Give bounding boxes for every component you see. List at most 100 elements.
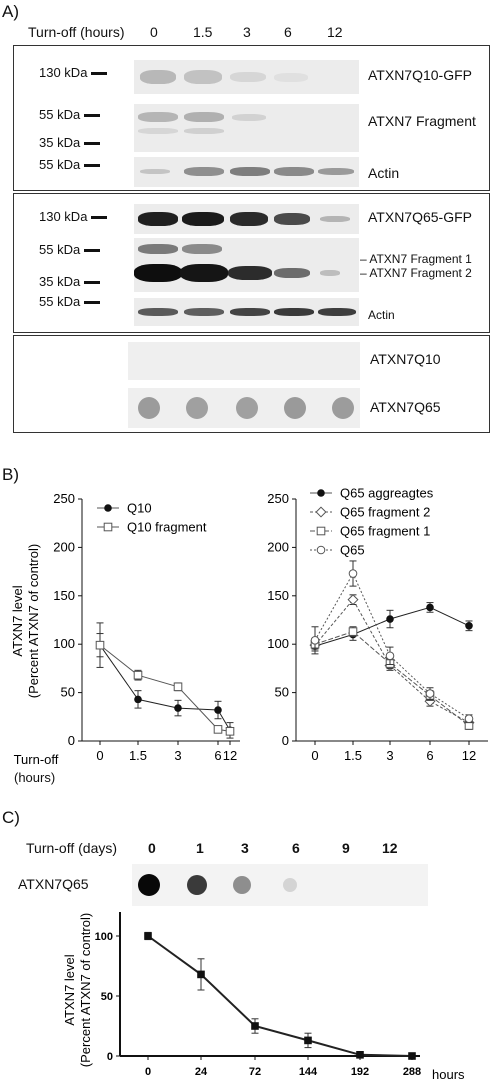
series-line-2 <box>314 631 470 726</box>
legend-label-1: Q65 fragment 2 <box>340 505 430 520</box>
label-atxn7q65: ATXN7Q65 <box>370 399 441 415</box>
point-1-2 <box>173 682 183 692</box>
point-1-0 <box>95 640 105 650</box>
day-1: 1 <box>196 840 204 856</box>
x-tick-label-3: 6 <box>214 748 221 763</box>
point-3-2 <box>385 651 395 661</box>
timepoint-12: 12 <box>327 24 343 40</box>
x-tick-label-4: 12 <box>223 748 237 763</box>
filter-trap-days-strip <box>132 864 428 906</box>
y-tick-label-4: 200 <box>267 539 289 554</box>
y-tick-label-3: 150 <box>267 588 289 603</box>
point-3-1 <box>348 569 358 578</box>
series-line-0 <box>99 644 231 731</box>
legend-marker-3 <box>316 545 326 555</box>
legend-marker-0 <box>317 489 325 497</box>
blot-q10-box: 130 kDa 55 kDa 35 kDa 55 kDa ATXN7Q10-GF… <box>13 45 490 191</box>
timepoint-6: 6 <box>284 24 292 40</box>
timepoint-1-5: 1.5 <box>193 24 213 40</box>
point-3-3 <box>425 689 435 698</box>
y-tick-label-2: 100 <box>95 931 113 943</box>
x-axis-label-c: hours <box>432 1067 465 1082</box>
y-tick-label-5: 250 <box>267 491 289 506</box>
legend-marker-2 <box>316 526 326 536</box>
y-axis-label-c-line-2: (Percent ATXN7 of control) <box>78 913 93 1067</box>
marker-55kda-actin: 55 kDa <box>39 157 101 172</box>
chart-b-left: 0 50 100 150 200 250 0 1.5 3 6 12 Q10 Q10 fragment AT… <box>10 491 240 767</box>
point-1-1 <box>347 594 359 606</box>
point-1-3 <box>213 725 223 734</box>
x-tick-label-2: 72 <box>249 1066 261 1078</box>
x-tick-label-1: 24 <box>195 1066 208 1078</box>
point-2-1 <box>348 627 358 636</box>
turnoff-days-label: Turn-off (days) <box>26 840 118 856</box>
blot-q10-fragment-strip <box>134 104 359 152</box>
point-0-5 <box>408 1052 416 1060</box>
legend-label-2: Q65 fragment 1 <box>340 524 430 539</box>
timepoint-0: 0 <box>150 24 158 40</box>
marker-55kda-2: 55 kDa <box>39 242 101 257</box>
y-axis-label-c: ATXN7 level(Percent ATXN7 of control) <box>62 913 93 1067</box>
blot-q10-actin-strip <box>134 157 359 187</box>
blot-q65-actin-strip <box>134 298 359 326</box>
x-axis-label-hours: (hours) <box>14 770 56 785</box>
turnoff-hours-label: Turn-off (hours) <box>28 24 125 40</box>
marker-130kda-2: 130 kDa <box>39 209 108 224</box>
x-tick-label-5: 288 <box>403 1066 421 1078</box>
filter-trap-q65-strip <box>128 388 360 428</box>
legend-label-0: Q10 <box>127 501 152 516</box>
legend-marker-1 <box>103 522 113 532</box>
x-tick-label-1: 1.5 <box>344 748 362 763</box>
label-atxn7q10-gfp: ATXN7Q10-GFP <box>368 67 472 83</box>
point-0-2 <box>174 704 182 712</box>
point-3-4 <box>464 714 474 724</box>
label-actin-1: Actin <box>368 165 400 181</box>
blot-q65-fragment-strip <box>134 238 359 292</box>
x-tick-label-1: 1.5 <box>129 748 147 763</box>
y-tick-label-1: 50 <box>275 685 289 700</box>
day-3: 3 <box>241 840 249 856</box>
x-tick-label-2: 3 <box>174 748 181 763</box>
series-line-0 <box>314 606 470 647</box>
blot-q65-gfp-strip <box>134 204 359 234</box>
y-tick-label-0: 0 <box>68 733 75 748</box>
x-tick-label-0: 0 <box>96 748 103 763</box>
chart-c: 0 50 100 0 24 72 144 192 288 ATXN7 level(Percent … <box>62 912 465 1082</box>
x-tick-label-0: 0 <box>311 748 318 763</box>
legend-label-3: Q65 <box>340 543 365 558</box>
series-line-3 <box>314 572 470 720</box>
y-axis-label-c-line-1: ATXN7 level <box>62 954 77 1025</box>
point-0-3 <box>214 706 222 714</box>
y-tick-label-1: 50 <box>61 685 75 700</box>
point-0-0 <box>144 932 152 940</box>
y-tick-label-2: 100 <box>53 636 75 651</box>
panel-c-label: C) <box>2 808 20 827</box>
point-0-4 <box>465 622 473 630</box>
y-tick-label-5: 250 <box>53 491 75 506</box>
x-tick-label-3: 144 <box>299 1066 318 1078</box>
y-tick-label-3: 150 <box>53 588 75 603</box>
x-tick-label-3: 6 <box>426 748 433 763</box>
marker-35kda: 35 kDa <box>39 135 101 150</box>
label-atxn7q10: ATXN7Q10 <box>370 351 441 367</box>
marker-55kda: 55 kDa <box>39 107 101 122</box>
day-9: 9 <box>342 840 350 856</box>
day-6: 6 <box>292 840 300 856</box>
panel-a-label: A) <box>2 2 19 21</box>
label-atxn7q65-days: ATXN7Q65 <box>18 876 89 892</box>
point-0-1 <box>197 970 205 979</box>
y-axis-label-line-2: (Percent ATXN7 of control) <box>26 544 41 698</box>
point-0-4 <box>356 1051 364 1059</box>
label-atxn7q65-gfp: ATXN7Q65-GFP <box>368 209 472 225</box>
point-0-1 <box>134 695 142 704</box>
blot-q10-gfp-strip <box>134 60 359 94</box>
blot-q65-box: 130 kDa 55 kDa 35 kDa 55 kDa ATXN7Q65-GF… <box>13 193 490 333</box>
legend-label-1: Q10 fragment <box>127 520 207 535</box>
label-fragment-2: – ATXN7 Fragment 2 <box>360 266 472 280</box>
point-0-2 <box>386 615 394 623</box>
filter-trap-q10-strip <box>128 342 360 380</box>
chart-b-right: 0 50 100 150 200 250 0 1.5 3 6 12 Q65 aggreagtes Q65… <box>267 486 488 763</box>
blot-filter-trap-box: ATXN7Q10 ATXN7Q65 <box>13 335 490 433</box>
y-tick-label-4: 200 <box>53 539 75 554</box>
y-tick-label-0: 0 <box>107 1051 113 1063</box>
